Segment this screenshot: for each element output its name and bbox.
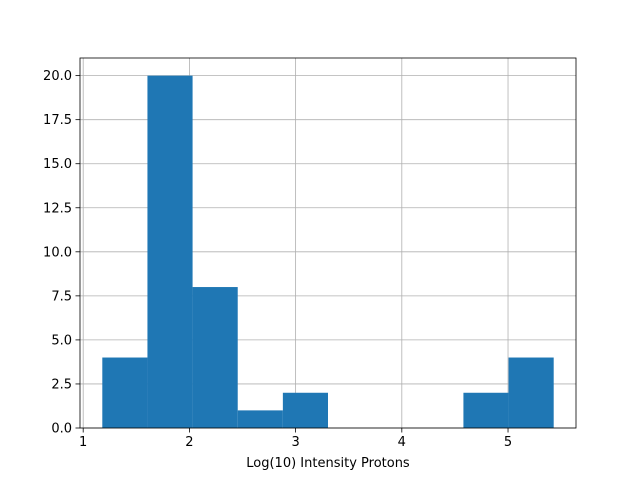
x-axis-ticks: 1 2 3 4 5 [79,428,512,450]
y-tick-label: 20.0 [43,69,72,84]
x-tick-label: 4 [398,435,406,450]
histogram-bar [508,357,554,428]
x-tick-label: 1 [79,435,87,450]
y-tick-label: 10.0 [43,245,72,260]
histogram-bar [282,392,328,428]
x-axis-label: Log(10) Intensity Protons [246,456,410,471]
y-tick-label: 7.5 [51,289,72,304]
bars-group [102,75,554,428]
y-tick-label: 17.5 [43,113,72,128]
histogram-bar [463,392,509,428]
y-tick-label: 0.0 [51,422,72,437]
x-tick-label: 3 [291,435,299,450]
y-tick-label: 15.0 [43,157,72,172]
y-tick-label: 2.5 [51,377,72,392]
histogram-bar [102,357,148,428]
histogram-bar [192,287,238,428]
axes-frame [79,57,577,429]
x-tick-label: 2 [185,435,193,450]
x-tick-label: 5 [504,435,512,450]
y-tick-label: 12.5 [43,201,72,216]
y-tick-label: 5.0 [51,333,72,348]
axes-border [79,57,577,429]
histogram-bar [147,75,193,428]
histogram-bar [237,410,283,428]
y-axis-ticks: 0.0 2.5 5.0 7.5 10.0 12.5 15.0 17.5 20.0 [43,69,80,437]
